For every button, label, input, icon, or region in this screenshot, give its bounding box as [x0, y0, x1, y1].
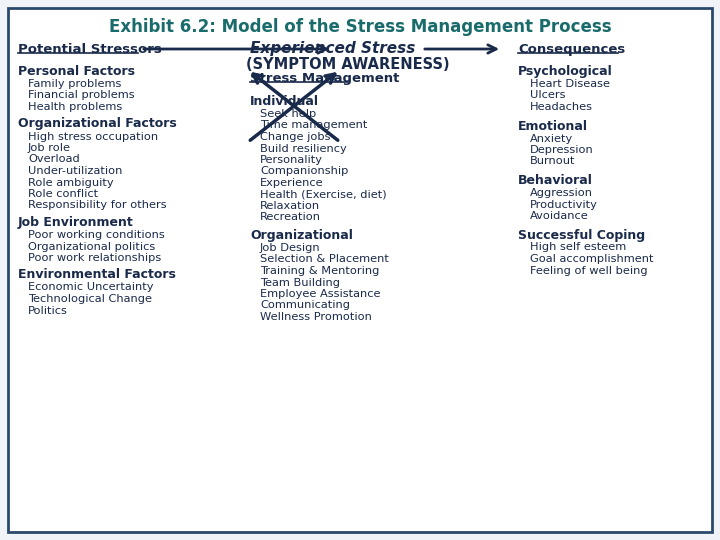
Text: Individual: Individual — [250, 95, 319, 108]
Text: Anxiety: Anxiety — [530, 133, 573, 144]
Text: Time management: Time management — [260, 120, 367, 131]
Text: Technological Change: Technological Change — [28, 294, 152, 304]
Text: Personal Factors: Personal Factors — [18, 65, 135, 78]
Text: Experience: Experience — [260, 178, 323, 188]
Text: Communicating: Communicating — [260, 300, 350, 310]
Text: Overload: Overload — [28, 154, 80, 165]
Text: Depression: Depression — [530, 145, 594, 155]
Text: Avoidance: Avoidance — [530, 211, 589, 221]
Text: Headaches: Headaches — [530, 102, 593, 112]
Text: Health problems: Health problems — [28, 102, 122, 112]
Text: Exhibit 6.2: Model of the Stress Management Process: Exhibit 6.2: Model of the Stress Managem… — [109, 18, 611, 36]
Text: Burnout: Burnout — [530, 157, 575, 166]
Text: Organizational Factors: Organizational Factors — [18, 118, 176, 131]
Text: Politics: Politics — [28, 306, 68, 315]
Text: Companionship: Companionship — [260, 166, 348, 177]
Text: Productivity: Productivity — [530, 199, 598, 210]
Text: Health (Exercise, diet): Health (Exercise, diet) — [260, 190, 387, 199]
Text: Personality: Personality — [260, 155, 323, 165]
Text: Stress Management: Stress Management — [250, 72, 400, 85]
Text: Responsibility for others: Responsibility for others — [28, 200, 166, 211]
Text: Behavioral: Behavioral — [518, 174, 593, 187]
Text: Seek help: Seek help — [260, 109, 316, 119]
Text: (SYMPTOM AWARENESS): (SYMPTOM AWARENESS) — [246, 57, 449, 72]
Text: Organizational politics: Organizational politics — [28, 241, 156, 252]
Text: Ulcers: Ulcers — [530, 91, 565, 100]
Text: Job Design: Job Design — [260, 243, 320, 253]
Text: Family problems: Family problems — [28, 79, 122, 89]
Text: Job role: Job role — [28, 143, 71, 153]
Text: Role conflict: Role conflict — [28, 189, 98, 199]
Text: Role ambiguity: Role ambiguity — [28, 178, 114, 187]
Text: Relaxation: Relaxation — [260, 201, 320, 211]
Text: Team Building: Team Building — [260, 278, 340, 287]
Text: Organizational: Organizational — [250, 229, 353, 242]
Text: Experienced Stress: Experienced Stress — [250, 41, 415, 56]
Text: Goal accomplishment: Goal accomplishment — [530, 254, 654, 264]
Text: Change jobs: Change jobs — [260, 132, 330, 142]
Text: Training & Mentoring: Training & Mentoring — [260, 266, 379, 276]
Text: Poor working conditions: Poor working conditions — [28, 230, 165, 240]
Text: Consequences: Consequences — [518, 43, 625, 56]
Text: Aggression: Aggression — [530, 188, 593, 198]
Text: Psychological: Psychological — [518, 65, 613, 78]
Text: Poor work relationships: Poor work relationships — [28, 253, 161, 263]
Text: Potential Stressors: Potential Stressors — [18, 43, 162, 56]
Text: Job Environment: Job Environment — [18, 216, 134, 229]
Text: High self esteem: High self esteem — [530, 242, 626, 253]
Text: Heart Disease: Heart Disease — [530, 79, 610, 89]
Text: Employee Assistance: Employee Assistance — [260, 289, 380, 299]
Text: Recreation: Recreation — [260, 213, 321, 222]
FancyBboxPatch shape — [8, 8, 712, 532]
Text: Financial problems: Financial problems — [28, 91, 135, 100]
Text: High stress occupation: High stress occupation — [28, 132, 158, 141]
Text: Wellness Promotion: Wellness Promotion — [260, 312, 372, 322]
Text: Feeling of well being: Feeling of well being — [530, 266, 647, 275]
Text: Under-utilization: Under-utilization — [28, 166, 122, 176]
Text: Build resiliency: Build resiliency — [260, 144, 347, 153]
Text: Successful Coping: Successful Coping — [518, 228, 645, 241]
Text: Environmental Factors: Environmental Factors — [18, 268, 176, 281]
Text: Economic Uncertainty: Economic Uncertainty — [28, 282, 153, 293]
Text: Emotional: Emotional — [518, 119, 588, 132]
Text: Selection & Placement: Selection & Placement — [260, 254, 389, 265]
